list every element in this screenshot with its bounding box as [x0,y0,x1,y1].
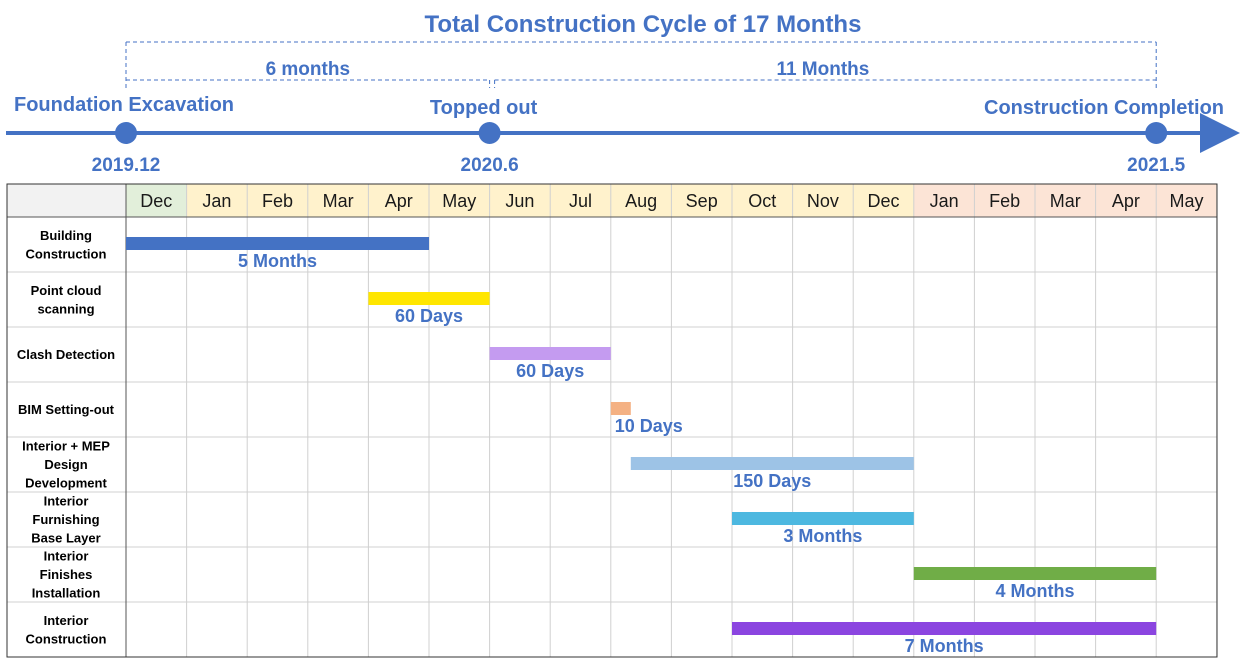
month-label: Sep [686,191,718,211]
task-label: Interior [44,613,89,628]
milestone-date: 2019.12 [92,155,161,176]
month-header-cell [368,184,429,217]
month-label: Jan [930,191,959,211]
month-header-cell [429,184,490,217]
month-label: Jul [569,191,592,211]
month-label: Apr [385,191,413,211]
header-corner [7,184,126,217]
span-label: 11 Months [776,59,869,80]
task-label: Construction [26,631,107,646]
duration-label: 60 Days [395,306,463,326]
duration-label: 7 Months [905,636,984,656]
task-label: Interior [44,494,89,509]
task-label: Clash Detection [17,347,115,362]
month-header-cell [186,184,248,217]
month-label: May [1169,191,1203,211]
milestones: Foundation Excavation 2019.12 Topped out 20… [14,94,1224,176]
milestone-dot [115,122,137,144]
month-label: May [442,191,476,211]
month-label: Nov [807,191,839,211]
month-header-cell [489,184,551,217]
task-label: Installation [32,586,101,601]
month-header-cell [792,184,854,217]
month-header-cell [307,184,369,217]
task-bar [913,567,1157,580]
month-header-cell [550,184,611,217]
duration-label: 150 Days [733,471,811,491]
task-label: Point cloud [31,283,102,298]
task-bar [610,402,631,415]
duration-label: 60 Days [516,361,584,381]
month-label: Dec [867,191,899,211]
task-label: Construction [26,246,107,261]
month-header-cell [671,184,732,217]
duration-label: 3 Months [783,526,862,546]
task-bar [630,457,914,470]
duration-label: 4 Months [996,581,1075,601]
month-header-cell [1095,184,1157,217]
milestone-date: 2020.6 [461,155,519,176]
month-label: Mar [323,191,354,211]
month-label: Jun [505,191,534,211]
month-header-cell [1156,184,1217,217]
month-header-cell [247,184,308,217]
milestone-dot [478,122,501,144]
chart-title: Total Construction Cycle of 17 Months [425,11,862,38]
month-label: Apr [1112,191,1140,211]
month-label: Dec [140,191,172,211]
month-label: Oct [748,191,776,211]
gantt-table: Dec Jan Feb Mar Apr May Jun Jul Aug Sep Oct Nov Dec J… [6,183,1218,658]
month-header-cell [732,184,793,217]
task-label: BIM Setting-out [18,402,115,417]
month-label: Feb [262,191,293,211]
task-bar [368,292,490,305]
task-bar [126,237,429,250]
table-border [6,183,1218,658]
month-header-cell [913,184,975,217]
span-label: 6 months [266,59,350,80]
task-label: Interior + MEP [22,439,110,454]
task-label: Design [44,457,87,472]
milestone-name: Foundation Excavation [14,94,234,116]
month-label: Jan [202,191,231,211]
task-bar [732,622,1157,635]
span-brackets: 6 months 11 Months [125,41,1157,88]
task-label: Building [40,228,92,243]
task-bar [489,347,611,360]
month-header-cell [974,184,1035,217]
milestone-dot [1145,122,1168,144]
task-bar [732,512,914,525]
month-label: Aug [625,191,657,211]
task-label: scanning [37,301,94,316]
month-header-cell [610,184,672,217]
month-header-cell [853,184,914,217]
milestone-name: Construction Completion [984,97,1224,119]
task-label: Development [25,476,107,491]
duration-label: 10 Days [615,416,683,436]
duration-label: 5 Months [238,251,317,271]
task-label: Finishes [40,567,93,582]
month-label: Mar [1050,191,1081,211]
milestone-name: Topped out [430,97,538,119]
month-header-cell [1035,184,1096,217]
task-label: Base Layer [31,531,100,546]
month-header-cell [126,184,187,217]
task-label: Interior [44,549,89,564]
month-label: Feb [989,191,1020,211]
milestone-date: 2021.5 [1127,155,1186,176]
task-label: Furnishing [32,512,99,527]
